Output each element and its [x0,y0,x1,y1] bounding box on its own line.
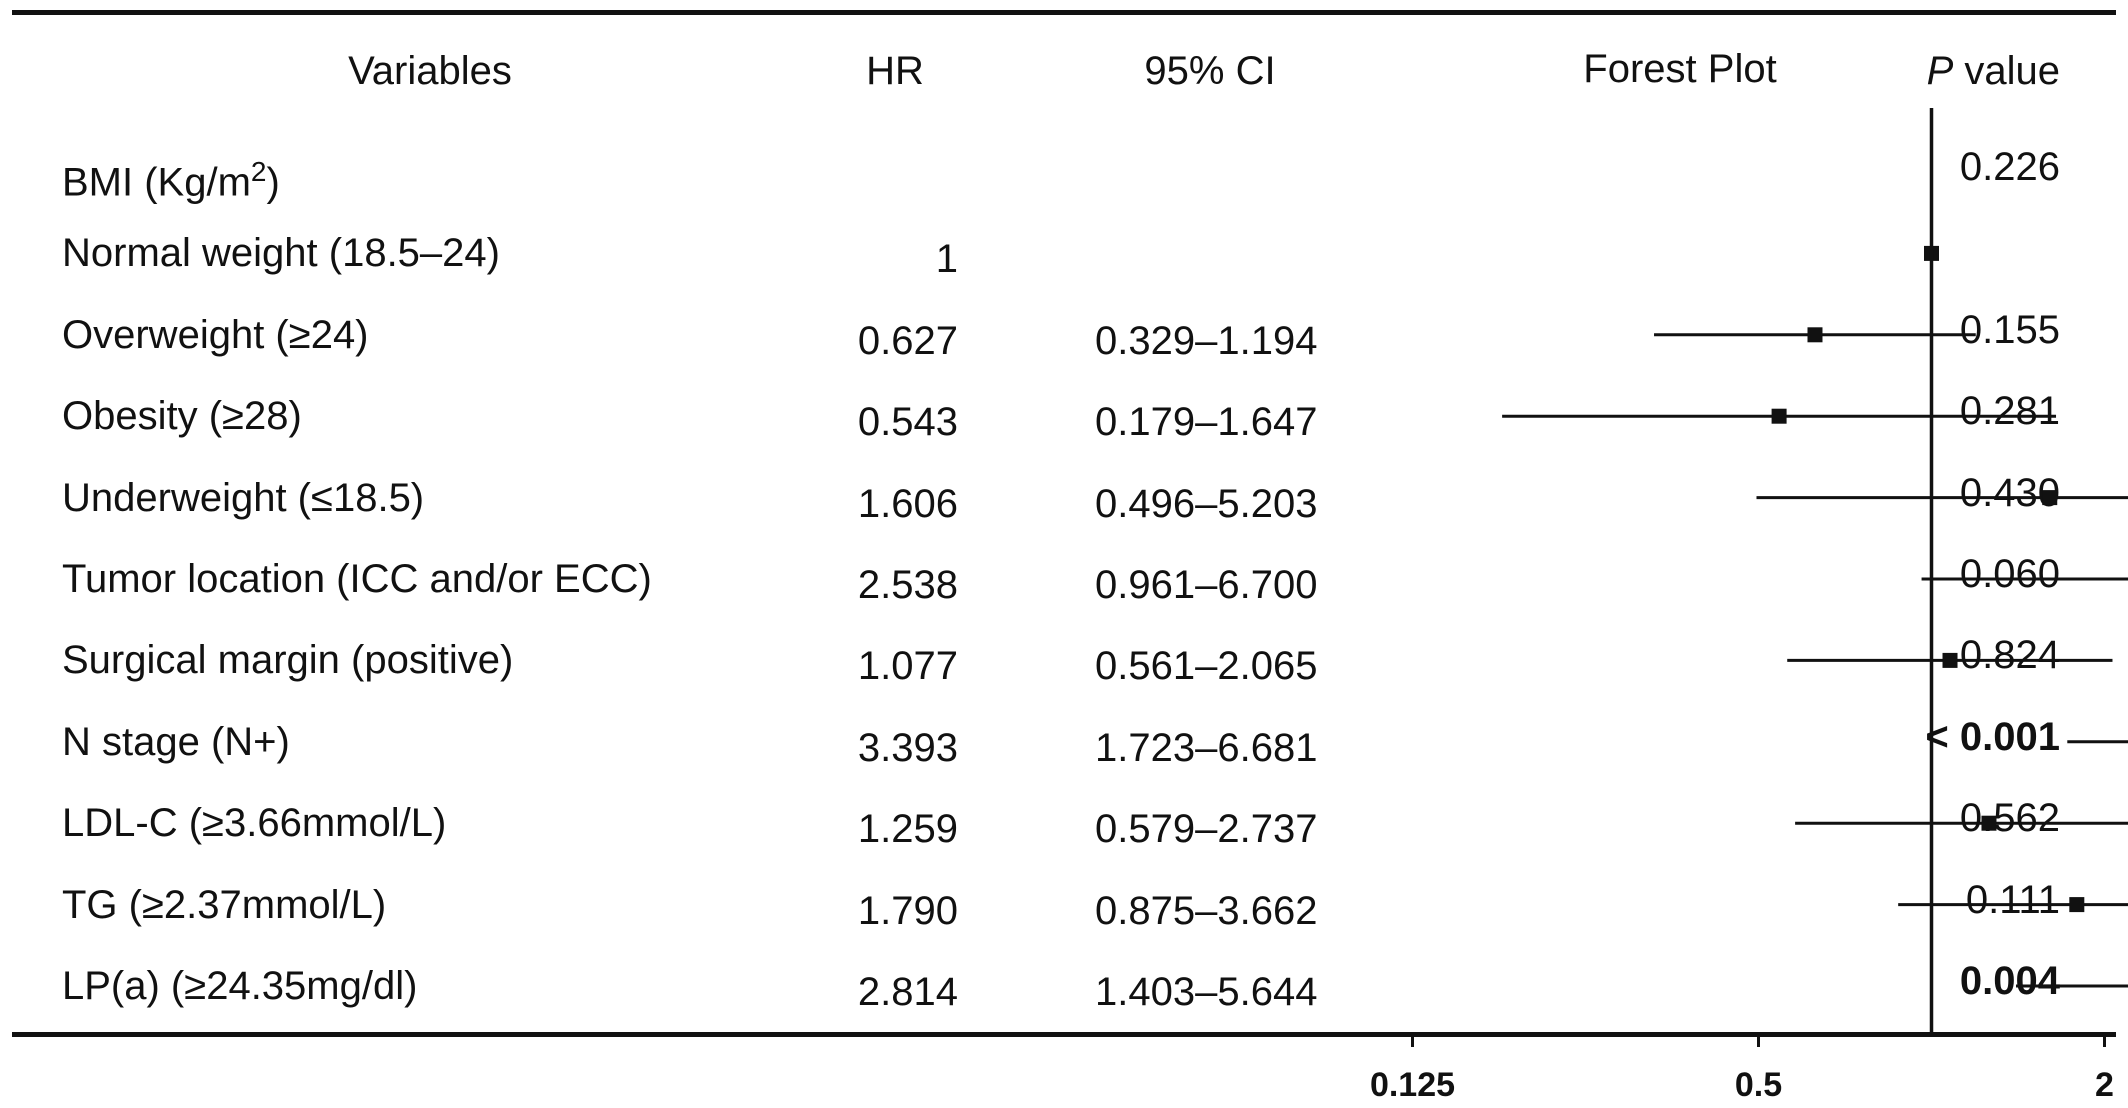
row-label: Underweight (≤18.5) [62,475,424,521]
row-ci: 0.329–1.194 [1095,318,1318,363]
row-p-value: 0.226 [1959,145,2060,189]
hr-point-marker [1807,327,1823,343]
header-ci: 95% CI [1144,49,1276,93]
row-label: Overweight (≥24) [62,312,369,358]
row-hr: 1.259 [857,807,958,852]
row-label: BMI (Kg/m2) [62,149,280,205]
row-ci: 0.179–1.647 [1095,400,1318,445]
header-p-italic: P [1926,49,1954,93]
row-hr: 3.393 [857,725,958,770]
row-label: LP(a) (≥24.35mg/dl) [62,963,417,1009]
row-hr: 1 [935,237,958,282]
row-label-text: LDL-C (≥3.66mmol/L) [62,801,447,846]
row-label-superscript: 2 [250,156,267,187]
row-p-value: 0.111 [1965,877,2060,922]
row-label: Obesity (≥28) [62,393,302,439]
row-label-text: Surgical margin (positive) [62,638,514,683]
row-p-value: 0.155 [1959,307,2060,352]
row-label: Surgical margin (positive) [62,637,513,683]
row-label-text: BMI (Kg/m [62,160,251,205]
row-hr: 0.543 [857,400,958,445]
bottom-rule [12,1032,2116,1037]
row-ci: 0.961–6.700 [1095,563,1318,607]
row-p-value: < 0.001 [1925,714,2060,759]
header-p-value: P value [1840,48,2060,94]
row-label: Normal weight (18.5–24) [62,230,500,276]
row-label-text: N stage (N+) [62,719,290,764]
x-tick-label: 2 [2095,1066,2114,1104]
row-label-text: Overweight (≥24) [62,312,369,357]
row-p-value: 0.562 [1959,796,2060,841]
row-ci: 0.496–5.203 [1095,481,1318,526]
row-label: TG (≥2.37mmol/L) [62,882,386,928]
row-p-value: 0.281 [1959,389,2060,434]
header-variables: Variables [348,49,512,93]
row-label: N stage (N+) [62,719,290,765]
row-hr: 1.790 [857,888,958,933]
row-hr: 2.538 [857,563,958,607]
hr-point-marker [1942,652,1958,668]
hr-point-marker [1981,815,1997,831]
row-hr: 1.606 [857,481,958,526]
row-label: Tumor location (ICC and/or ECC) [62,556,652,602]
row-p-value: 0.004 [1959,959,2060,1003]
row-label-text: Underweight (≤18.5) [62,475,425,520]
row-ci: 0.579–2.737 [1095,807,1318,852]
row-ci: 1.723–6.681 [1095,725,1318,770]
row-p-value: 0.824 [1959,633,2060,678]
row-hr: 0.627 [857,318,958,363]
row-p-value: 0.060 [1959,552,2060,596]
row-ci: 0.875–3.662 [1095,888,1318,933]
x-tick-label: 0.5 [1735,1066,1782,1104]
row-label: LDL-C (≥3.66mmol/L) [62,800,446,846]
header-hr: HR [866,49,924,93]
x-tick-label: 0.125 [1370,1066,1455,1104]
row-label-text: Tumor location (ICC and/or ECC) [62,557,652,601]
row-label-text: LP(a) (≥24.35mg/dl) [62,964,418,1008]
row-label-text: Normal weight (18.5–24) [62,231,500,276]
row-hr: 2.814 [857,970,958,1014]
hr-point-marker [2069,897,2085,913]
row-ci: 0.561–2.065 [1095,644,1318,689]
row-ci: 1.403–5.644 [1095,970,1318,1014]
row-label-text: Obesity (≥28) [62,394,302,439]
header-p-rest: value [1953,49,2060,93]
row-label-text: TG (≥2.37mmol/L) [62,882,387,927]
row-hr: 1.077 [857,644,958,689]
hr-point-marker [1771,408,1787,424]
top-rule [12,10,2116,15]
header-forest-plot: Forest Plot [1583,47,1777,91]
row-label-suffix: ) [266,160,280,205]
hr-point-marker [2042,490,2058,506]
